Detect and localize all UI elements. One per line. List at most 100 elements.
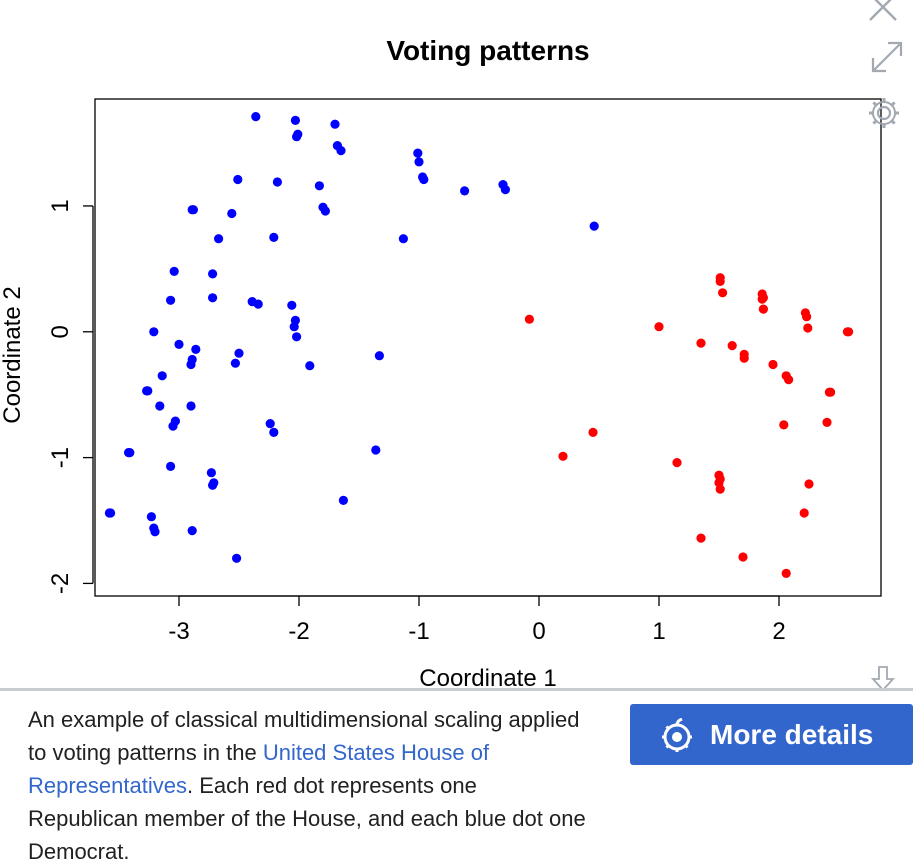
blue-data-point — [230, 358, 240, 368]
blue-data-point — [305, 361, 315, 371]
blue-data-point — [125, 448, 135, 458]
blue-data-point — [186, 401, 196, 411]
blue-data-point — [289, 322, 299, 332]
data-points — [104, 112, 854, 579]
blue-data-point — [251, 112, 261, 122]
close-icon — [869, 0, 897, 21]
x-tick-label: -2 — [288, 618, 309, 645]
download-arrow-icon — [870, 666, 896, 692]
blue-data-point — [149, 327, 159, 337]
more-details-label: More details — [710, 718, 874, 750]
blue-data-point — [187, 526, 197, 536]
scatter-plot: Voting patterns -3 -2 -1 0 1 2 -2 -1 0 1 Coordin… — [0, 35, 882, 690]
red-data-point — [558, 451, 568, 461]
blue-data-point — [314, 181, 324, 191]
gear-icon — [869, 98, 899, 128]
blue-data-point — [290, 115, 300, 125]
chart-title: Voting patterns — [386, 35, 589, 66]
red-data-point — [803, 323, 813, 333]
blue-data-point — [287, 300, 297, 310]
red-data-point — [718, 288, 728, 298]
blue-data-point — [234, 348, 244, 358]
blue-data-point — [155, 401, 165, 411]
blue-data-point — [169, 266, 179, 276]
blue-data-point — [336, 146, 346, 156]
blue-data-point — [589, 221, 599, 231]
x-tick-label: 0 — [532, 618, 545, 645]
red-data-point — [696, 338, 706, 348]
blue-data-point — [166, 295, 176, 305]
blue-data-point — [106, 508, 116, 518]
red-data-point — [804, 479, 814, 489]
blue-data-point — [166, 461, 176, 471]
red-data-point — [758, 304, 769, 314]
y-axis-label: Coordinate 2 — [0, 286, 26, 423]
blue-data-point — [460, 186, 470, 196]
red-data-point — [654, 322, 664, 332]
blue-data-point — [214, 234, 224, 244]
blue-data-point — [191, 344, 201, 354]
red-data-point — [779, 420, 789, 430]
x-tick-label: -3 — [168, 618, 189, 645]
red-data-point — [757, 294, 767, 304]
caption-text: An example of classical multidimensional… — [28, 707, 580, 765]
x-axis-label: Coordinate 1 — [419, 665, 556, 690]
x-tick-label: 2 — [772, 618, 785, 645]
blue-data-point — [338, 495, 348, 505]
red-data-point — [784, 375, 794, 385]
expand-icon — [871, 41, 903, 73]
blue-data-point — [413, 148, 423, 158]
blue-data-point — [269, 427, 279, 437]
y-tick-label: 0 — [47, 325, 74, 338]
plot-frame — [94, 98, 882, 597]
blue-data-point — [414, 157, 424, 167]
blue-data-point — [398, 234, 408, 244]
settings-button[interactable] — [867, 96, 901, 130]
blue-data-point — [150, 527, 160, 537]
red-data-point — [822, 417, 832, 427]
caption-link[interactable]: United States House of Representatives — [28, 740, 490, 798]
y-tick-label: -2 — [47, 573, 74, 594]
download-button[interactable] — [868, 664, 902, 698]
red-data-point — [799, 508, 809, 518]
blue-data-point — [500, 185, 510, 195]
caption-text-end: . Each red dot represents one Republican… — [28, 773, 586, 864]
close-button[interactable] — [866, 0, 900, 24]
red-data-point — [826, 387, 836, 397]
x-tick-label: 1 — [652, 618, 665, 645]
more-details-button[interactable]: More details — [630, 704, 913, 765]
blue-data-point — [168, 421, 178, 431]
expand-button[interactable] — [870, 40, 904, 74]
blue-data-point — [419, 174, 429, 185]
red-data-point — [672, 458, 682, 468]
blue-data-point — [188, 205, 198, 215]
red-data-point — [715, 484, 725, 494]
commons-icon — [662, 717, 692, 752]
blue-data-point — [186, 359, 196, 370]
red-data-point — [768, 359, 778, 370]
divider — [0, 688, 913, 691]
blue-data-point — [208, 480, 218, 490]
image-caption: An example of classical multidimensional… — [28, 703, 588, 868]
blue-data-point — [371, 445, 381, 455]
blue-data-point — [232, 553, 242, 563]
red-data-point — [802, 312, 812, 322]
y-tick-label: 1 — [47, 199, 74, 212]
blue-data-point — [272, 177, 282, 187]
blue-data-point — [206, 468, 216, 478]
y-tick-label: -1 — [47, 447, 74, 468]
blue-data-point — [265, 419, 275, 429]
red-data-point — [524, 314, 535, 324]
x-tick-label: -1 — [408, 618, 429, 645]
y-axis: -2 -1 0 1 — [47, 199, 94, 594]
blue-data-point — [269, 232, 279, 242]
blue-data-point — [208, 269, 218, 279]
red-data-point — [727, 341, 737, 351]
red-data-point — [844, 327, 854, 337]
blue-data-point — [146, 512, 156, 522]
blue-data-point — [233, 174, 243, 185]
blue-data-point — [174, 339, 184, 349]
red-data-point — [588, 427, 598, 437]
blue-data-point — [374, 351, 384, 361]
chart-area: Voting patterns -3 -2 -1 0 1 2 -2 -1 0 1 Coordin… — [0, 0, 904, 692]
